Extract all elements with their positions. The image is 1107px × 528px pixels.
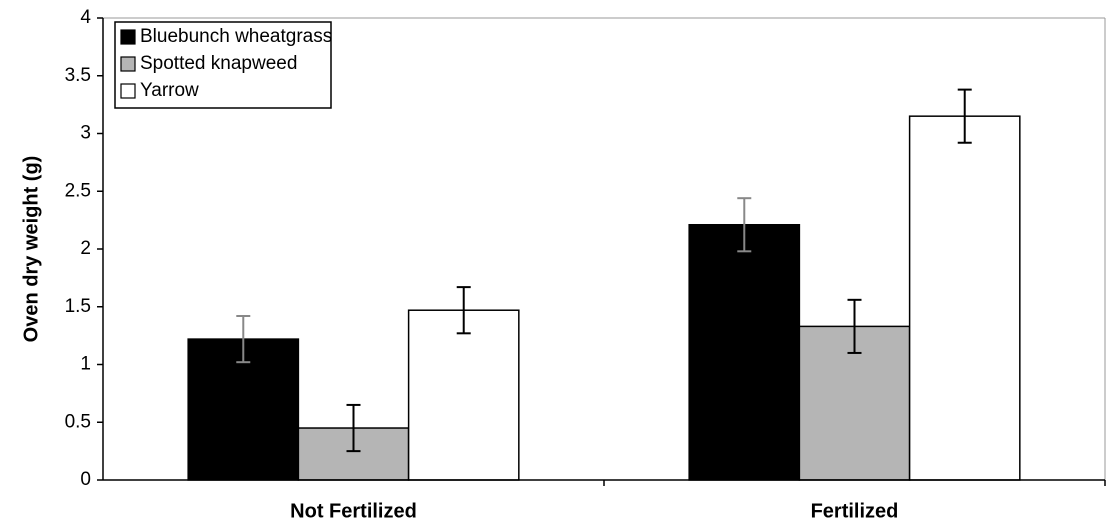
error-bar xyxy=(737,197,752,253)
y-tick-label: 2.5 xyxy=(65,180,91,201)
x-tick-label: Fertilized xyxy=(811,500,899,522)
y-tick-label: 0.5 xyxy=(65,411,91,432)
y-tick-label: 3.5 xyxy=(65,65,91,86)
error-bar xyxy=(236,314,251,364)
bar xyxy=(407,309,520,481)
y-tick-label: 2 xyxy=(80,238,91,259)
error-bar xyxy=(957,88,972,144)
error-bar xyxy=(847,298,862,354)
y-tick-label: 3 xyxy=(80,123,91,144)
legend-box xyxy=(114,21,332,109)
bar xyxy=(908,115,1021,481)
legend-label: Yarrow xyxy=(140,80,199,101)
legend-label: Bluebunch wheatgrass xyxy=(140,26,332,47)
y-axis-label: Oven dry weight (g) xyxy=(20,156,42,343)
bar xyxy=(688,223,801,481)
y-tick-label: 0 xyxy=(80,469,91,490)
legend-swatch xyxy=(120,83,136,99)
legend-swatch xyxy=(120,56,136,72)
legend-label: Spotted knapweed xyxy=(140,53,297,74)
y-tick-label: 1.5 xyxy=(65,296,91,317)
x-tick-label: Not Fertilized xyxy=(290,500,417,522)
error-bar xyxy=(346,403,361,453)
y-tick-label: 1 xyxy=(80,354,91,375)
y-tick-label: 4 xyxy=(80,7,91,28)
error-bar xyxy=(456,286,471,335)
legend-swatch xyxy=(120,29,136,45)
